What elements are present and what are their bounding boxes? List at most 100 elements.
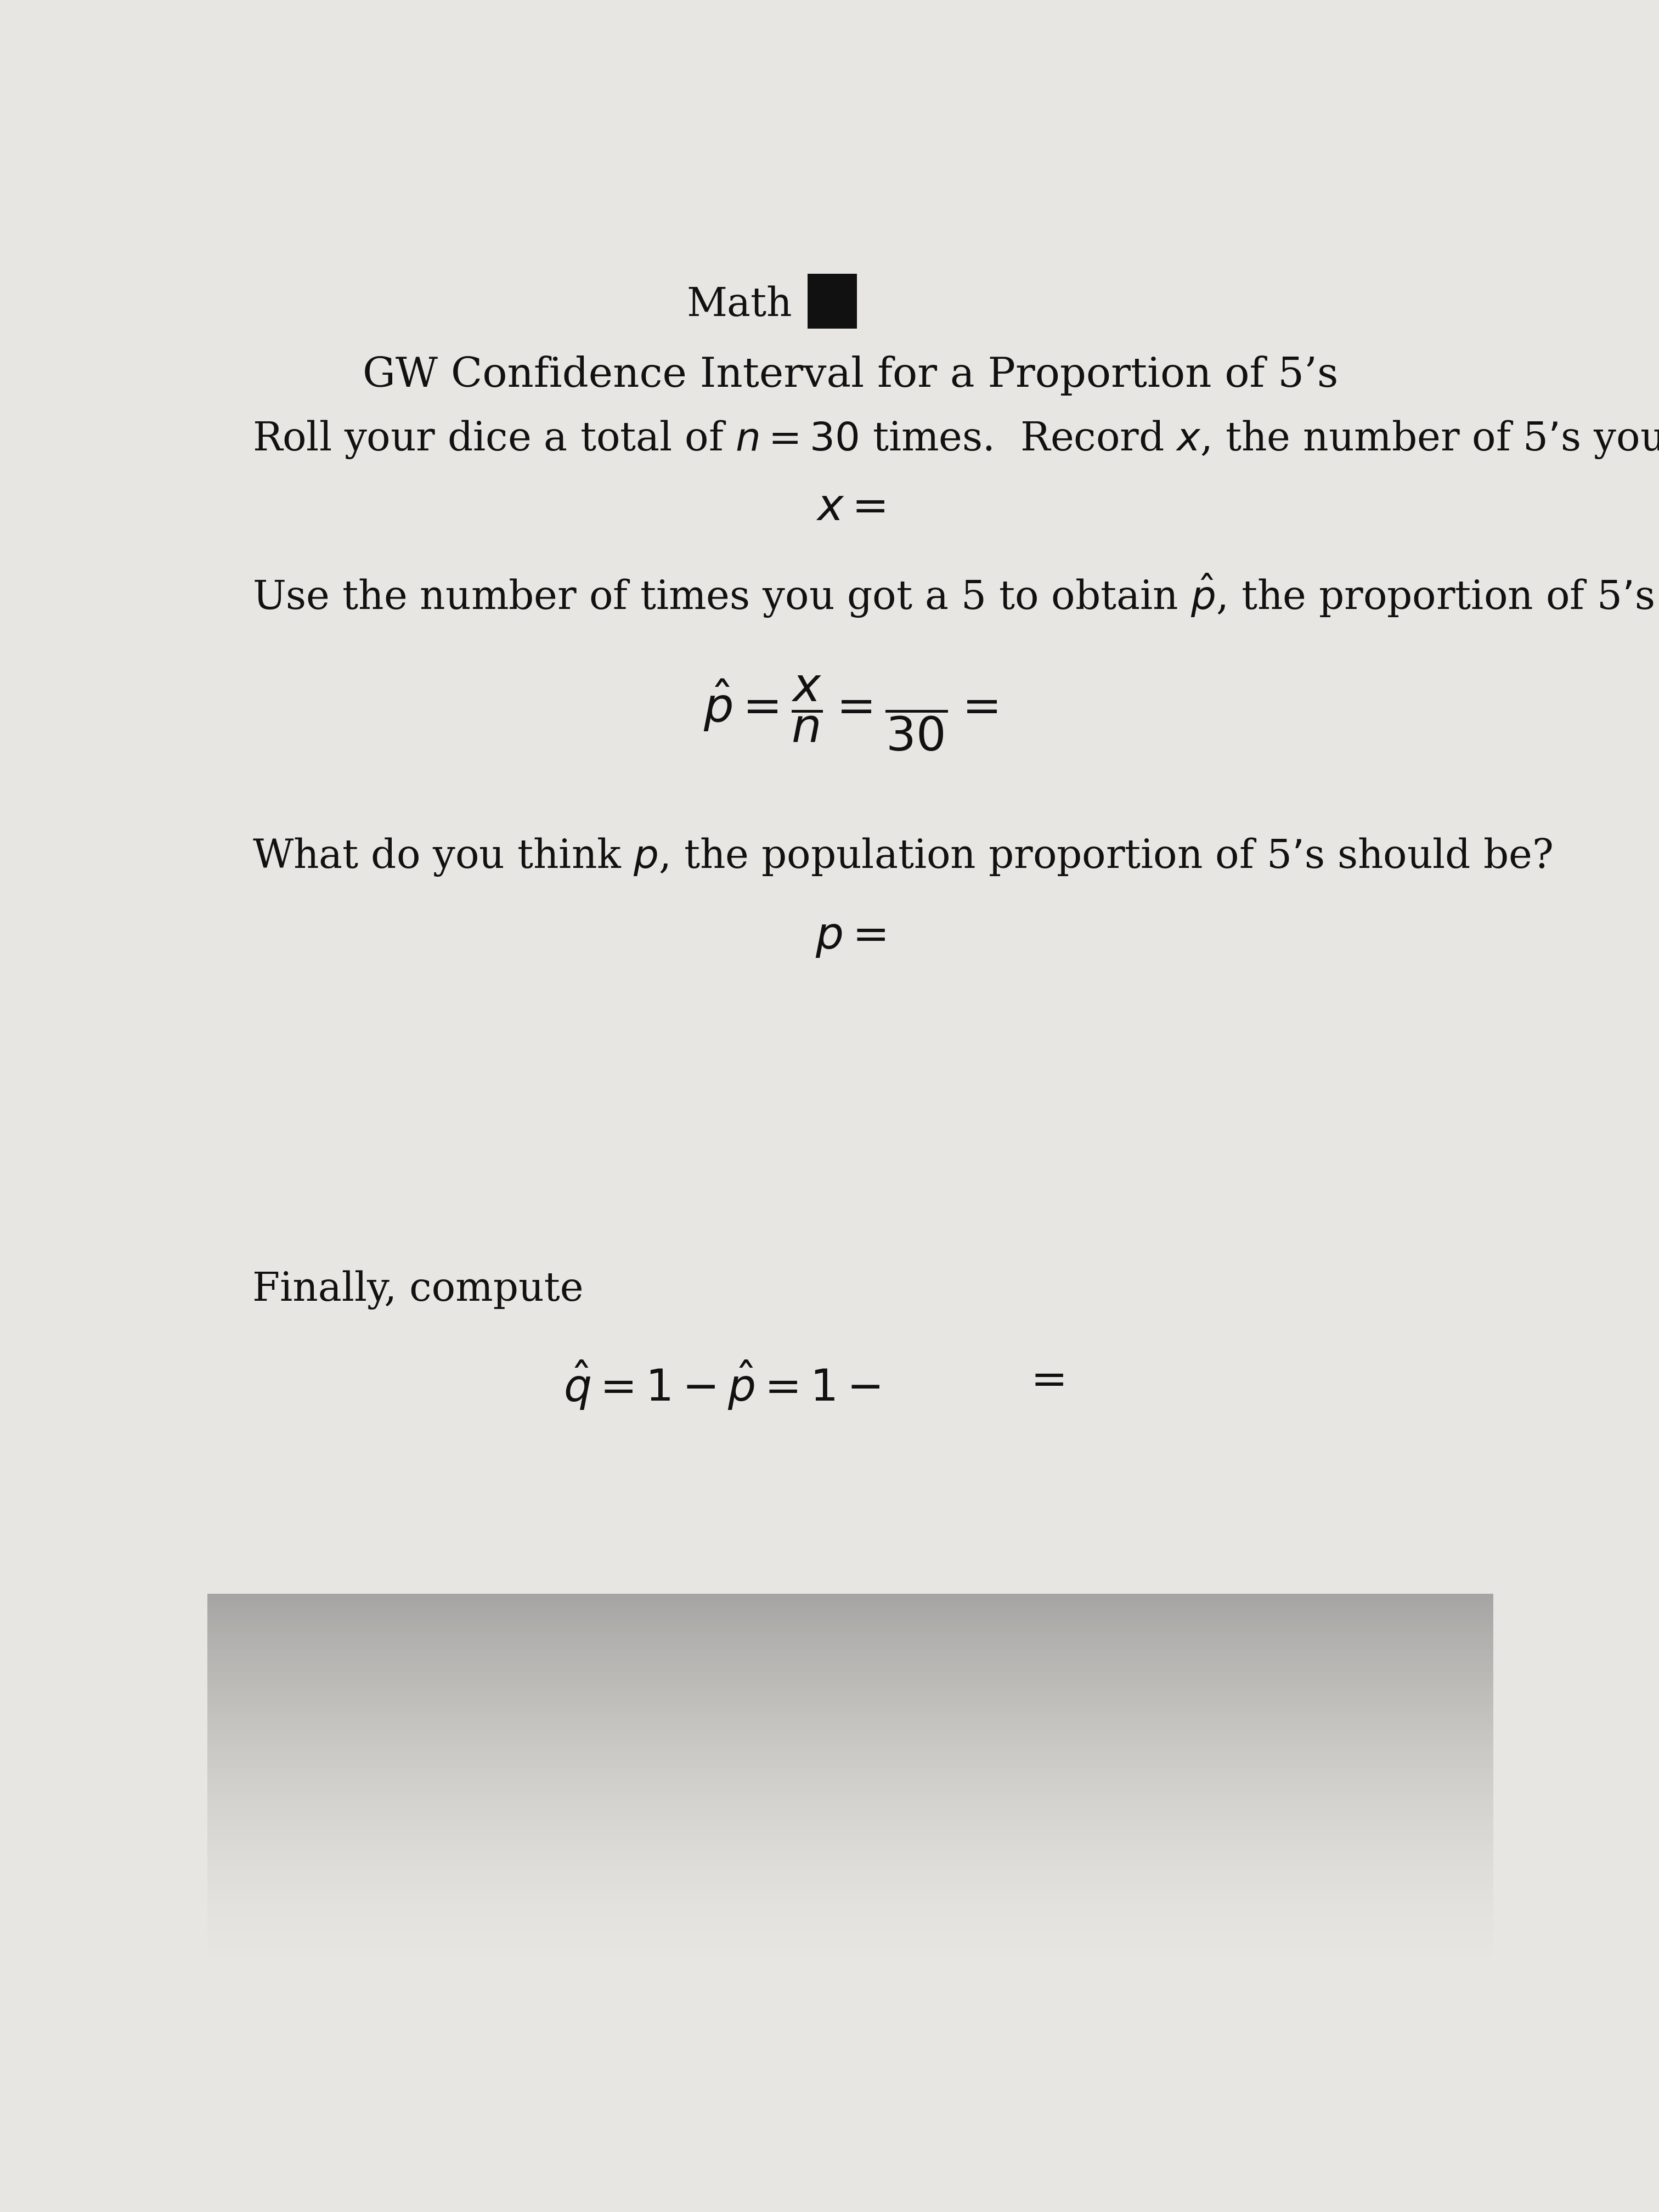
Bar xyxy=(207,1816,1493,1818)
Bar xyxy=(207,1683,1493,1688)
Bar xyxy=(207,1781,1493,1785)
Bar xyxy=(207,1710,1493,1714)
Bar xyxy=(207,1635,1493,1639)
Bar xyxy=(207,1650,1493,1655)
Text: Roll your dice a total of $n = 30$ times.  Record $x$, the number of 5’s you rol: Roll your dice a total of $n = 30$ times… xyxy=(252,418,1659,460)
Bar xyxy=(207,1898,1493,1902)
Bar xyxy=(207,1807,1493,1812)
Bar xyxy=(207,1902,1493,1905)
Text: Finally, compute: Finally, compute xyxy=(252,1270,584,1310)
Bar xyxy=(207,1672,1493,1677)
Bar xyxy=(207,1719,1493,1721)
Bar xyxy=(207,1639,1493,1644)
Bar xyxy=(207,1608,1493,1613)
Bar xyxy=(207,1743,1493,1747)
Bar xyxy=(207,1688,1493,1692)
Bar xyxy=(207,1754,1493,1759)
Bar xyxy=(207,1752,1493,1754)
Bar xyxy=(207,1865,1493,1867)
Bar xyxy=(207,1834,1493,1838)
Bar xyxy=(207,1860,1493,1865)
Bar xyxy=(207,1705,1493,1710)
Bar xyxy=(207,1730,1493,1732)
Bar xyxy=(207,1876,1493,1878)
Bar xyxy=(207,1812,1493,1816)
Bar xyxy=(207,1905,1493,1909)
Bar xyxy=(207,1938,1493,1942)
Bar xyxy=(207,1666,1493,1668)
Bar xyxy=(207,1878,1493,1882)
Bar xyxy=(207,1893,1493,1898)
Text: $\hat{q} = 1 - \hat{p} = 1-$: $\hat{q} = 1 - \hat{p} = 1-$ xyxy=(562,1358,881,1411)
Text: $x =$: $x =$ xyxy=(816,487,884,529)
Bar xyxy=(207,1882,1493,1887)
Bar xyxy=(207,1617,1493,1619)
Bar xyxy=(207,1964,1493,1969)
Bar xyxy=(207,1736,1493,1741)
Bar xyxy=(207,1741,1493,1743)
Bar xyxy=(207,1763,1493,1767)
Bar xyxy=(808,274,856,327)
Bar xyxy=(207,1655,1493,1657)
Bar xyxy=(207,1619,1493,1624)
Bar xyxy=(207,1867,1493,1871)
Bar xyxy=(207,1661,1493,1666)
Bar xyxy=(207,1927,1493,1931)
Bar xyxy=(207,1916,1493,1920)
Bar xyxy=(207,1646,1493,1650)
Text: Math: Math xyxy=(687,285,793,323)
Bar xyxy=(207,1677,1493,1681)
Bar xyxy=(207,1951,1493,1953)
Bar xyxy=(207,1823,1493,1827)
Bar xyxy=(207,1942,1493,1947)
Bar xyxy=(207,1887,1493,1889)
Bar xyxy=(207,1856,1493,1860)
Bar xyxy=(207,1889,1493,1893)
Bar xyxy=(207,1699,1493,1703)
Bar xyxy=(207,1692,1493,1694)
Bar xyxy=(207,1721,1493,1725)
Text: GW Confidence Interval for a Proportion of 5’s: GW Confidence Interval for a Proportion … xyxy=(362,356,1339,396)
Bar xyxy=(207,1595,1493,1597)
Bar xyxy=(207,1827,1493,1829)
Bar xyxy=(207,1681,1493,1683)
Bar xyxy=(207,1759,1493,1763)
Bar xyxy=(207,1909,1493,1913)
Bar xyxy=(207,1774,1493,1778)
Bar xyxy=(207,1871,1493,1876)
Bar xyxy=(207,1790,1493,1792)
Bar xyxy=(207,1958,1493,1962)
Bar xyxy=(207,1845,1493,1849)
Bar xyxy=(207,1924,1493,1927)
Bar xyxy=(207,1725,1493,1730)
Text: $p =$: $p =$ xyxy=(815,916,886,958)
Bar xyxy=(207,1851,1493,1856)
Bar xyxy=(207,1792,1493,1796)
Bar xyxy=(207,1913,1493,1916)
Bar xyxy=(207,1703,1493,1705)
Bar xyxy=(207,1801,1493,1803)
Bar xyxy=(207,1694,1493,1699)
Bar xyxy=(207,1785,1493,1790)
Bar xyxy=(207,1818,1493,1823)
Bar xyxy=(207,1803,1493,1807)
Bar xyxy=(207,1849,1493,1851)
Bar xyxy=(207,1732,1493,1736)
Bar xyxy=(207,1829,1493,1834)
Bar xyxy=(207,1953,1493,1958)
Bar xyxy=(207,1632,1493,1635)
Bar xyxy=(207,1936,1493,1938)
Text: Use the number of times you got a 5 to obtain $\hat{p}$, the proportion of 5’s i: Use the number of times you got a 5 to o… xyxy=(252,573,1659,619)
Bar xyxy=(207,1838,1493,1840)
Bar xyxy=(207,1947,1493,1951)
Bar xyxy=(207,1657,1493,1661)
Bar xyxy=(207,1747,1493,1752)
Bar xyxy=(207,1962,1493,1964)
Bar xyxy=(207,1668,1493,1672)
Bar xyxy=(207,1796,1493,1801)
Bar xyxy=(207,1714,1493,1719)
Bar xyxy=(207,1597,1493,1601)
Bar xyxy=(207,1840,1493,1845)
Bar xyxy=(207,1644,1493,1646)
Bar xyxy=(207,1931,1493,1936)
